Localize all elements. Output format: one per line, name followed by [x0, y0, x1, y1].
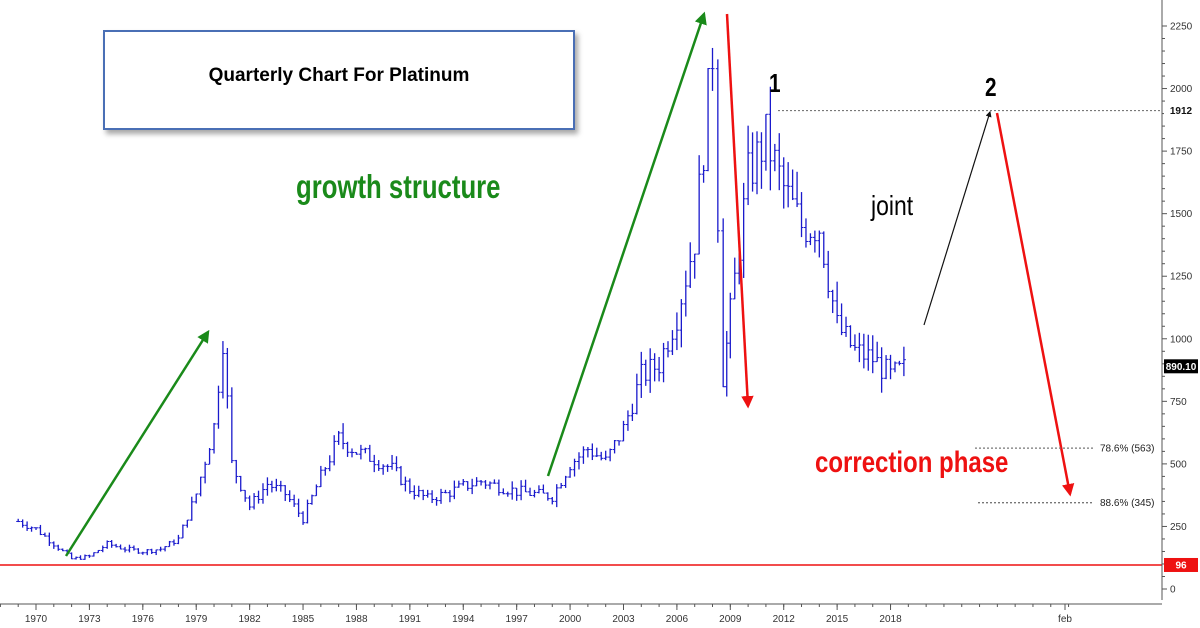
- x-tick-label: 1988: [345, 614, 368, 625]
- x-tick-label: 1970: [25, 614, 48, 625]
- x-tick-label: 1997: [506, 614, 529, 625]
- wave-1-label: 1: [769, 68, 781, 98]
- x-tick-label: 2012: [773, 614, 796, 625]
- x-tick-label: 1994: [452, 614, 475, 625]
- y-tick-label: 250: [1170, 522, 1187, 533]
- x-tick-label: 2000: [559, 614, 582, 625]
- y-axis: 0 250 500 750 1000 1250 1500 1750 2000 2250: [1161, 0, 1193, 600]
- support-price-label-bg: [1164, 557, 1198, 572]
- x-tick-label: 1985: [292, 614, 315, 625]
- fibonacci-levels: 78.6% (563) 88.6% (345): [975, 444, 1154, 509]
- trend-arrows: [64, 11, 1075, 557]
- current-price-label-bg: [1164, 359, 1198, 374]
- joint-arrow: [923, 110, 992, 326]
- correction-arrow-2: [995, 112, 1075, 497]
- resistance-price-label-bg: [1164, 103, 1198, 118]
- y-tick-label: 1750: [1170, 147, 1193, 158]
- support-price-label: 96: [1175, 560, 1187, 571]
- x-tick-label: 2009: [719, 614, 742, 625]
- x-tick-label: 1973: [78, 614, 101, 625]
- y-tick-label: 2000: [1170, 84, 1193, 95]
- x-tick-label: feb: [1058, 614, 1072, 625]
- y-tick-label: 1000: [1170, 334, 1193, 345]
- y-tick-label: 1250: [1170, 272, 1193, 283]
- correction-arrow-1: [725, 13, 754, 409]
- x-tick-label: 1982: [239, 614, 262, 625]
- x-tick-label: 1979: [185, 614, 208, 625]
- y-tick-label: 2250: [1170, 22, 1193, 33]
- y-tick-label: 0: [1170, 585, 1176, 596]
- x-tick-label: 1991: [399, 614, 422, 625]
- chart-title-box: Quarterly Chart For Platinum: [103, 30, 575, 130]
- x-tick-label: 2018: [879, 614, 902, 625]
- current-price-label: 890.10: [1166, 362, 1197, 373]
- y-tick-label: 750: [1170, 397, 1187, 408]
- x-tick-label: 1976: [132, 614, 155, 625]
- x-tick-label: 2003: [612, 614, 635, 625]
- fib-label: 78.6% (563): [1100, 444, 1154, 455]
- fib-label: 88.6% (345): [1100, 498, 1154, 509]
- x-tick-label: 2015: [826, 614, 849, 625]
- growth-arrow-1: [64, 329, 210, 557]
- resistance-price-label: 1912: [1170, 106, 1193, 117]
- wave-2-label: 2: [985, 72, 997, 102]
- growth-arrow-2: [546, 11, 707, 477]
- x-tick-label: 2006: [666, 614, 689, 625]
- correction-phase-annotation: correction phase: [815, 446, 1009, 479]
- x-axis: 1970 1973 1976 1979 1982 1985 1988 1991 1994 1997…: [0, 603, 1162, 625]
- price-labels: 1912 890.10 96: [1164, 103, 1198, 572]
- growth-structure-annotation: growth structure: [296, 168, 501, 205]
- price-bars: [16, 47, 906, 560]
- joint-annotation: joint: [871, 190, 914, 221]
- horizontal-levels: [0, 110, 1162, 566]
- chart-title: Quarterly Chart For Platinum: [208, 65, 470, 86]
- y-tick-label: 500: [1170, 459, 1187, 470]
- y-tick-label: 1500: [1170, 209, 1193, 220]
